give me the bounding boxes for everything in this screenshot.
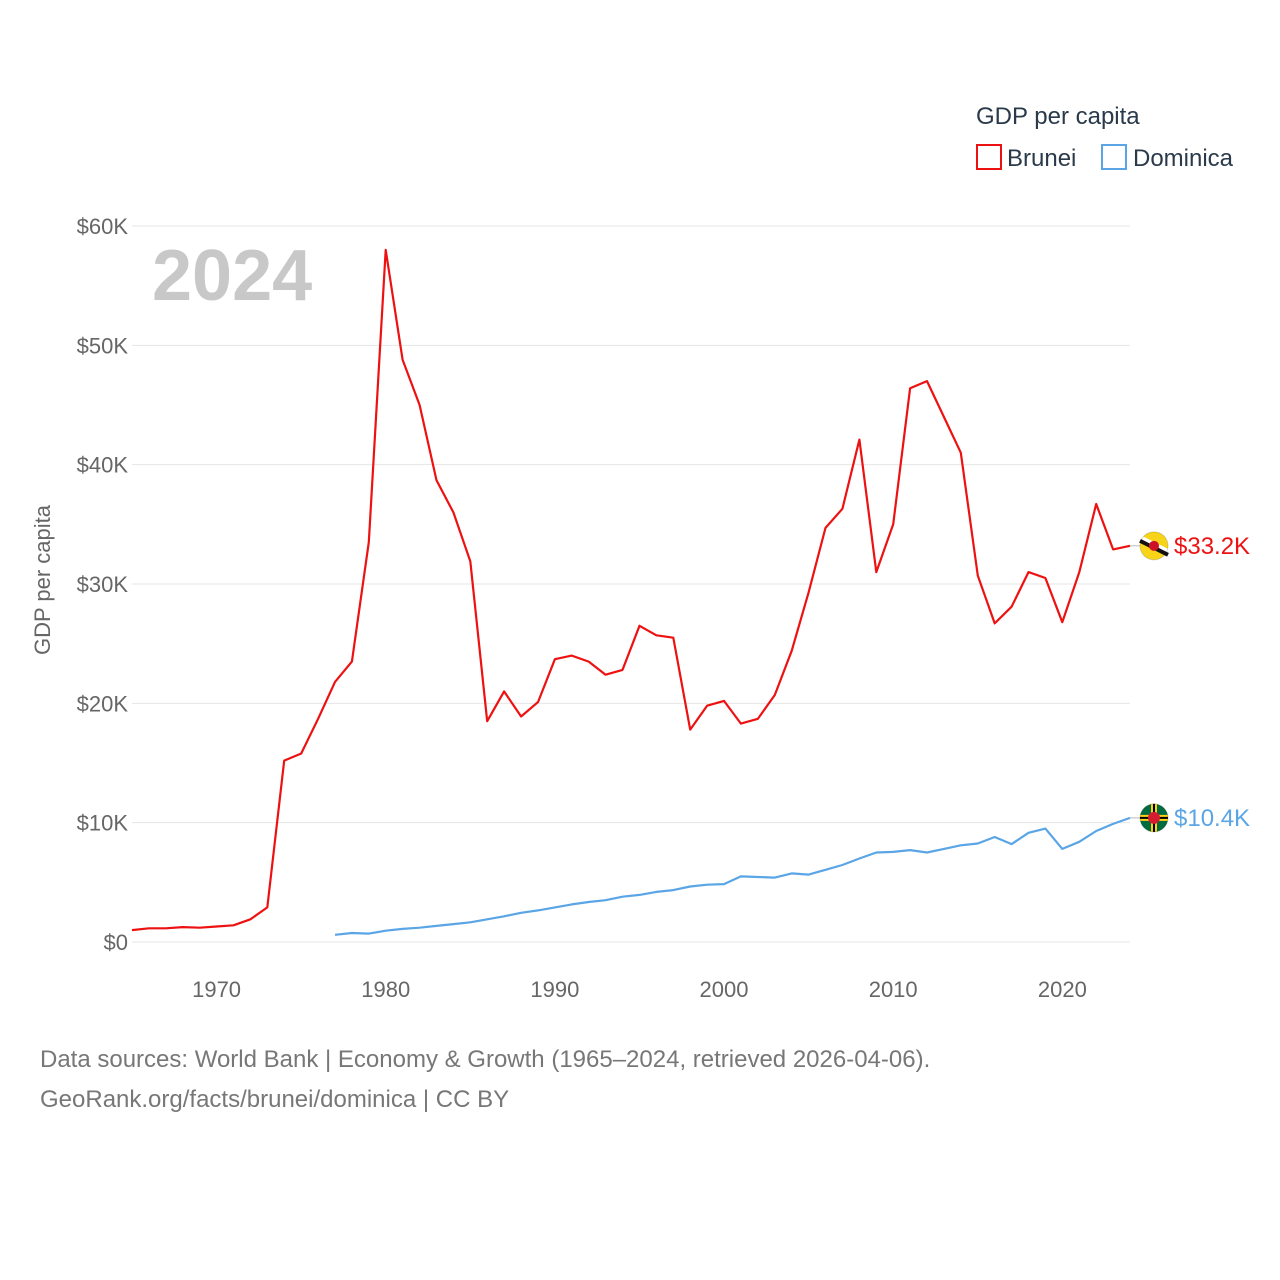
legend-title: GDP per capita [976,103,1140,130]
year-watermark: 2024 [152,236,312,316]
y-tick-label: $40K [77,453,129,478]
x-tick-label: 1990 [530,977,579,1002]
legend-swatch-dominica[interactable] [1101,144,1127,170]
x-tick-label: 1970 [192,977,241,1002]
x-tick-label: 1980 [361,977,410,1002]
series-line-brunei[interactable] [131,248,1131,932]
y-tick-label: $60K [77,214,129,239]
y-tick-label: $20K [77,691,129,716]
legend-label-dominica[interactable]: Dominica [1133,145,1234,172]
brunei-flag-icon [1138,531,1170,561]
x-tick-label: 2000 [700,977,749,1002]
y-tick-label: $0 [104,930,128,955]
y-tick-label: $10K [77,811,129,836]
y-tick-label: $50K [77,333,129,358]
series-line-dominica[interactable] [334,816,1131,936]
x-tick-label: 2010 [869,977,918,1002]
end-value-label-dominica: $10.4K [1174,805,1250,832]
footer: Data sources: World Bank | Economy & Gro… [40,1040,930,1120]
legend-label-brunei[interactable]: Brunei [1007,145,1076,172]
end-value-label-brunei: $33.2K [1174,533,1250,560]
y-tick-label: $30K [77,572,129,597]
footer-sources: Data sources: World Bank | Economy & Gro… [40,1046,931,1073]
legend: GDP per capita Brunei Dominica [976,103,1234,172]
y-axis-label: GDP per capita [30,504,55,655]
dominica-flag-icon [1139,803,1169,833]
x-tick-label: 2020 [1038,977,1087,1002]
footer-link[interactable]: GeoRank.org/facts/brunei/dominica | CC B… [40,1086,510,1113]
legend-swatch-brunei[interactable] [976,144,1002,170]
